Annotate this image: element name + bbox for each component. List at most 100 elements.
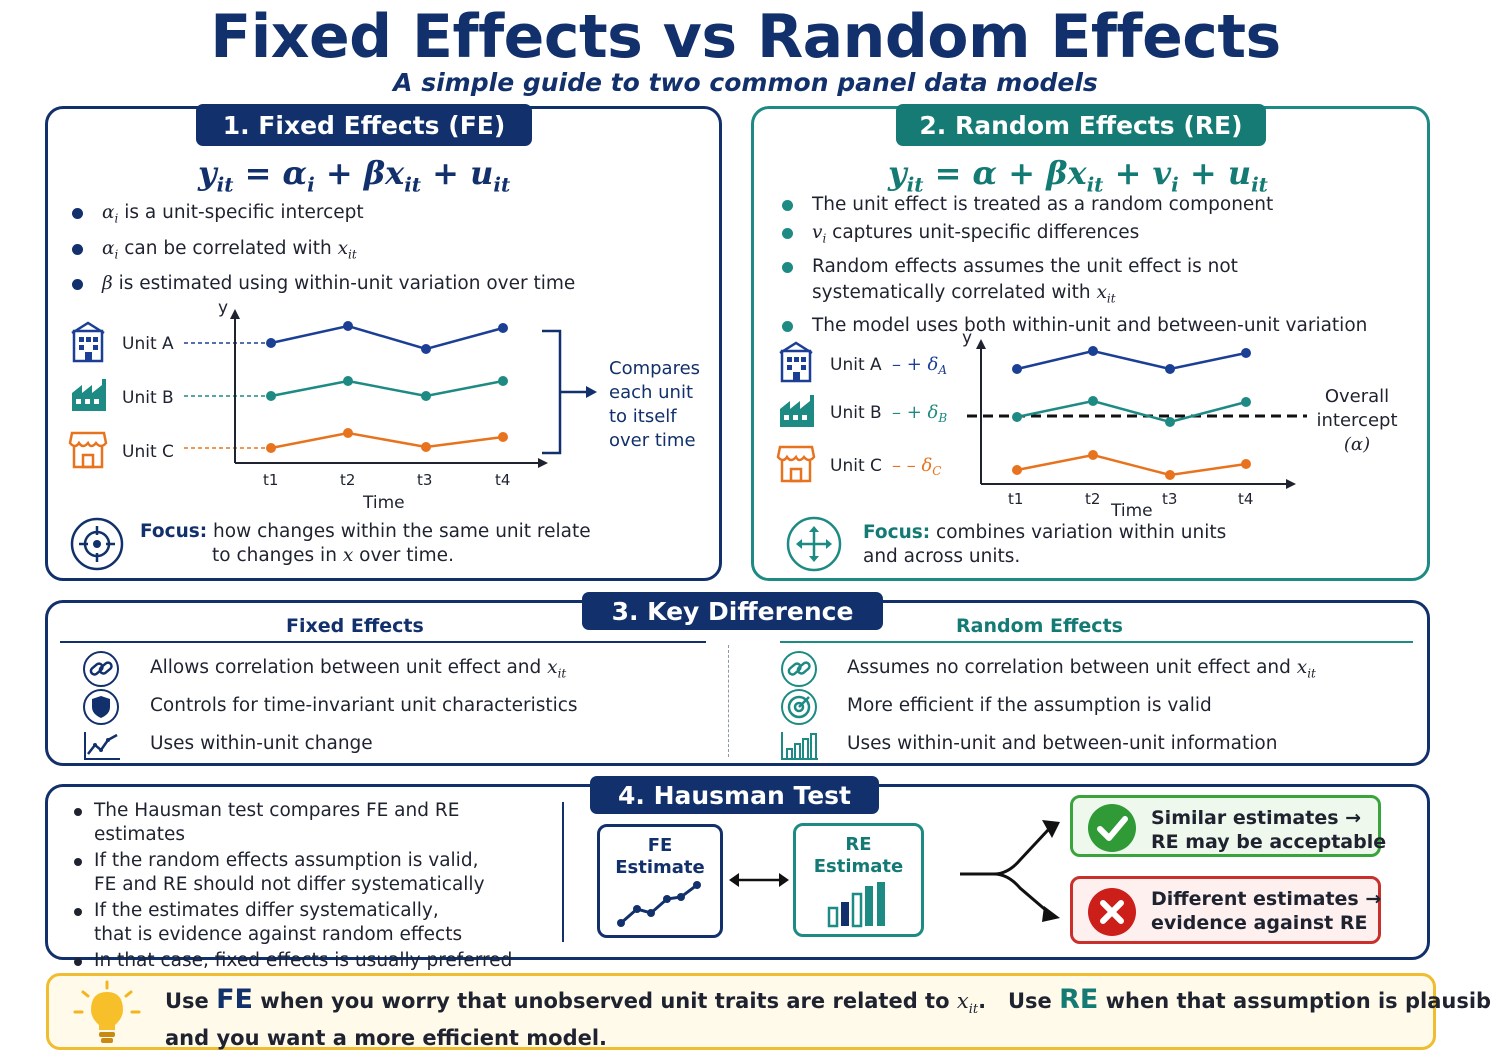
re-unit-c-label: Unit C	[830, 456, 882, 476]
fe-point	[498, 376, 508, 386]
fe-tab: 1. Fixed Effects (FE)	[196, 104, 532, 146]
fe-point	[343, 376, 353, 386]
key-fe-heading: Fixed Effects	[286, 615, 424, 637]
fe-point	[421, 391, 431, 401]
re-point	[1088, 346, 1098, 356]
key-fe-row: Uses within-unit change	[150, 733, 373, 754]
factory-icon	[72, 379, 106, 411]
re-x-axis-label: Time	[1110, 501, 1153, 521]
fe-point	[343, 428, 353, 438]
factory-icon	[780, 395, 814, 427]
re-series-b	[1016, 399, 1247, 424]
re-tick: t2	[1085, 490, 1100, 508]
line-chart-icon	[84, 732, 120, 760]
fe-bullets: αi is a unit-specific intercept αi can b…	[70, 200, 690, 301]
re-tab: 2. Random Effects (RE)	[896, 104, 1266, 146]
branch-arrows	[960, 820, 1060, 922]
fe-x-axis-label: Time	[362, 493, 405, 513]
fe-point	[498, 432, 508, 442]
re-tick: t4	[1238, 490, 1253, 508]
fe-panel	[45, 106, 722, 581]
fe-arrow	[586, 386, 597, 398]
fe-point	[421, 442, 431, 452]
fe-tick: t1	[263, 471, 278, 489]
fe-tick: t3	[417, 471, 432, 489]
fe-point	[421, 344, 431, 354]
re-bullet: vi captures unit-specific differences	[780, 220, 1410, 252]
target-icon	[70, 517, 124, 571]
re-point	[1088, 396, 1098, 406]
key-re-row: More efficient if the assumption is vali…	[847, 695, 1212, 716]
fe-point	[266, 338, 276, 348]
lightbulb-icon	[73, 980, 141, 1043]
re-series-c	[1016, 453, 1247, 477]
fe-tick: t2	[340, 471, 355, 489]
fe-estimate-box: FE Estimate	[597, 824, 723, 938]
move-arrows-icon	[786, 516, 842, 572]
re-point	[1088, 450, 1098, 460]
hausman-bullet: The Hausman test compares FE and RE esti…	[70, 799, 550, 847]
re-estimate-box: RE Estimate	[793, 823, 924, 937]
hausman-bullet: In that case, fixed effects is usually p…	[70, 949, 550, 973]
fe-series-c	[270, 431, 504, 450]
re-intercept-label: Overall intercept (α)	[1316, 386, 1398, 455]
hausman-bullet: If the random effects assumption is vali…	[70, 849, 550, 897]
different-result-box: Different estimates → evidence against RE	[1070, 876, 1381, 944]
key-fe-row: Controls for time-invariant unit charact…	[150, 695, 578, 716]
fe-unit-c-label: Unit C	[122, 442, 174, 462]
key-tab: 3. Key Difference	[582, 592, 883, 630]
re-equation: yit = α + βxit + vi + uit	[888, 154, 1268, 197]
re-point	[1165, 470, 1175, 480]
bar-chart-icon	[827, 882, 885, 928]
fe-side-note: Compares each unit to itself over time	[609, 358, 701, 451]
re-y-axis-label: y	[962, 328, 972, 348]
key-re-row: Uses within-unit and between-unit inform…	[847, 733, 1278, 754]
fe-focus: Focus: how changes within the same unit …	[140, 521, 591, 566]
key-divider	[728, 645, 729, 757]
fe-tick: t4	[495, 471, 510, 489]
fe-bracket	[542, 329, 562, 455]
re-series-a	[1016, 349, 1247, 371]
fe-bullet: αi can be correlated with xit	[70, 236, 690, 268]
re-chart: Unit A Unit B Unit C – + δA – + δB – – δ…	[776, 328, 1307, 521]
fe-chart: Unit A Unit B Unit C y t1 t2 t3 t4 Time	[68, 298, 597, 513]
re-point	[1241, 348, 1251, 358]
target-icon	[781, 689, 817, 725]
re-point	[1165, 364, 1175, 374]
page-title: Fixed Effects vs Random Effects	[210, 2, 1281, 72]
key-fe-row: Allows correlation between unit effect a…	[150, 657, 567, 681]
building-icon	[779, 341, 813, 383]
re-bullet: The unit effect is treated as a random c…	[780, 192, 1410, 218]
check-icon	[1088, 804, 1136, 852]
fe-series-b	[270, 379, 504, 398]
re-point	[1012, 465, 1022, 475]
hausman-divider	[562, 802, 564, 942]
tip-bar: Use FE when you worry that unobserved un…	[46, 973, 1491, 1050]
fe-y-axis-label: y	[218, 298, 228, 318]
re-unit-c-effect: – – δC	[892, 455, 941, 478]
link-icon	[83, 651, 119, 687]
re-point	[1165, 417, 1175, 427]
hausman-tab: 4. Hausman Test	[590, 776, 879, 814]
re-unit-b-label: Unit B	[830, 403, 882, 423]
key-fe-rule	[60, 641, 706, 643]
line-chart-icon	[617, 881, 701, 927]
key-re-row: Assumes no correlation between unit effe…	[847, 657, 1316, 681]
hausman-bullet: If the estimates differ systematically, t…	[70, 899, 550, 947]
re-bullets: The unit effect is treated as a random c…	[780, 192, 1410, 343]
re-unit-a-label: Unit A	[830, 355, 882, 375]
fe-point	[343, 321, 353, 331]
key-re-rule	[780, 641, 1413, 643]
fe-point	[498, 323, 508, 333]
hausman-bullets: The Hausman test compares FE and RE esti…	[70, 799, 550, 975]
re-panel	[751, 106, 1430, 581]
re-tick: t1	[1008, 490, 1023, 508]
re-point	[1012, 412, 1022, 422]
re-point	[1241, 397, 1251, 407]
re-point	[1012, 364, 1022, 374]
re-bullet: Random effects assumes the unit effect i…	[780, 254, 1410, 312]
shield-icon	[83, 689, 119, 725]
re-point	[1241, 459, 1251, 469]
fe-unit-b-label: Unit B	[122, 388, 174, 408]
tip-text: Use FE when you worry that unobserved un…	[165, 984, 1491, 1051]
